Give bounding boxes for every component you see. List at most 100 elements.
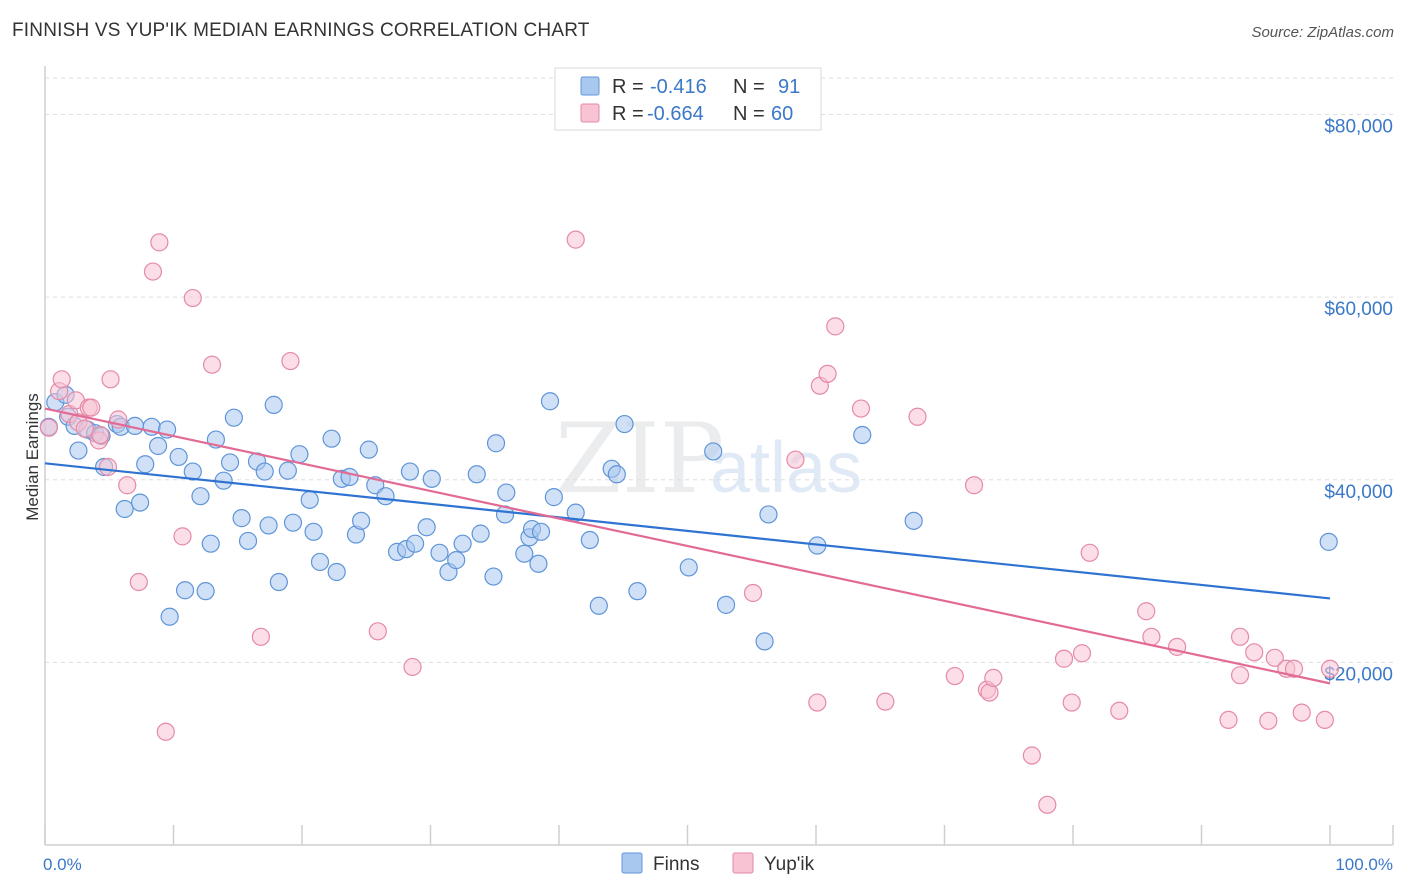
point-finns-49 bbox=[359, 440, 378, 459]
point-yupik-11 bbox=[98, 457, 118, 477]
point-finns-86 bbox=[759, 505, 778, 524]
point-yupik-0 bbox=[39, 418, 58, 437]
point-yupik-40 bbox=[984, 668, 1003, 688]
point-yupik-46 bbox=[1080, 543, 1099, 562]
point-finns-42 bbox=[310, 552, 330, 572]
point-finns-33 bbox=[255, 462, 274, 481]
point-finns-51 bbox=[376, 487, 395, 506]
x-tick-labels: 0.0% 100.0% bbox=[43, 855, 1393, 874]
legend-swatch-yupik bbox=[580, 103, 600, 123]
point-yupik-21 bbox=[202, 355, 222, 374]
point-finns-28 bbox=[220, 453, 240, 472]
point-yupik-60 bbox=[1315, 710, 1334, 730]
point-finns-22 bbox=[183, 462, 202, 481]
legend-n-value-yupik: 60 bbox=[771, 103, 793, 125]
point-yupik-14 bbox=[118, 476, 137, 495]
point-finns-44 bbox=[327, 562, 346, 582]
point-finns-67 bbox=[497, 483, 516, 502]
point-yupik-6 bbox=[75, 419, 94, 438]
point-yupik-10 bbox=[91, 425, 110, 445]
point-finns-83 bbox=[704, 442, 723, 461]
chart-title: FINNISH VS YUP'IK MEDIAN EARNINGS CORREL… bbox=[12, 20, 590, 41]
point-finns-24 bbox=[196, 582, 215, 601]
point-yupik-56 bbox=[1265, 648, 1284, 667]
point-finns-12 bbox=[115, 499, 134, 519]
bottom-legend-label-yupik: Yup'ik bbox=[764, 854, 815, 875]
point-finns-48 bbox=[352, 511, 371, 530]
point-yupik-29 bbox=[808, 693, 827, 712]
watermark-zip: ZIP bbox=[555, 403, 724, 515]
point-finns-71 bbox=[529, 554, 548, 573]
point-finns-17 bbox=[148, 436, 168, 456]
y-tick-labels: $20,000 $40,000 $60,000 $80,000 bbox=[1324, 117, 1393, 686]
legend-r-label-finns: R = bbox=[612, 76, 644, 98]
legend-n-label-yupik: N = bbox=[733, 103, 765, 125]
bottom-legend-label-finns: Finns bbox=[653, 854, 699, 875]
point-finns-55 bbox=[405, 534, 425, 553]
point-yupik-61 bbox=[1320, 659, 1340, 678]
point-finns-73 bbox=[540, 392, 560, 411]
point-yupik-52 bbox=[1230, 627, 1250, 646]
point-finns-15 bbox=[136, 455, 155, 474]
point-finns-72 bbox=[531, 522, 551, 541]
point-finns-41 bbox=[304, 522, 323, 541]
point-finns-46 bbox=[340, 467, 359, 487]
point-yupik-41 bbox=[1022, 746, 1041, 765]
point-finns-19 bbox=[160, 607, 179, 626]
point-finns-36 bbox=[269, 572, 288, 592]
point-yupik-37 bbox=[964, 476, 984, 495]
legend-r-value-finns: -0.416 bbox=[650, 76, 707, 98]
point-finns-60 bbox=[447, 551, 466, 570]
point-finns-35 bbox=[264, 395, 283, 414]
point-finns-81 bbox=[628, 582, 647, 601]
point-finns-57 bbox=[422, 469, 441, 488]
point-finns-39 bbox=[290, 445, 309, 464]
trend-line-finns bbox=[44, 462, 1331, 600]
axes bbox=[44, 66, 1394, 846]
y-tick-label-0: $20,000 bbox=[1324, 664, 1393, 685]
point-finns-90 bbox=[1319, 532, 1338, 551]
point-finns-25 bbox=[201, 534, 220, 553]
point-finns-80 bbox=[615, 414, 634, 434]
point-yupik-42 bbox=[1038, 795, 1057, 814]
y-tick-label-2: $60,000 bbox=[1324, 299, 1393, 320]
gridlines bbox=[45, 77, 1393, 663]
legend-n-label-finns: N = bbox=[733, 76, 765, 98]
point-yupik-15 bbox=[129, 572, 148, 592]
point-yupik-34 bbox=[876, 692, 895, 711]
trend-lines bbox=[44, 407, 1331, 685]
watermark: ZIP atlas bbox=[555, 403, 862, 515]
point-yupik-53 bbox=[1230, 666, 1250, 685]
correlation-legend: R = -0.416 N = 91 R = -0.664 N = 60 bbox=[554, 67, 822, 131]
point-finns-64 bbox=[484, 567, 503, 586]
point-finns-43 bbox=[322, 429, 341, 448]
point-yupik-25 bbox=[403, 657, 422, 677]
point-yupik-58 bbox=[1284, 659, 1304, 678]
point-finns-37 bbox=[278, 461, 297, 480]
point-finns-88 bbox=[853, 425, 872, 445]
legend-swatch-finns bbox=[580, 76, 600, 96]
point-finns-85 bbox=[755, 632, 774, 651]
series-finns bbox=[39, 385, 1338, 651]
bottom-legend-swatch-finns bbox=[621, 852, 643, 874]
point-yupik-16 bbox=[143, 262, 163, 281]
y-tick-label-3: $80,000 bbox=[1324, 117, 1393, 138]
legend-r-label-yupik: R = bbox=[612, 103, 644, 125]
point-yupik-2 bbox=[52, 370, 71, 389]
trend-line-yupik bbox=[44, 407, 1331, 685]
point-finns-5 bbox=[69, 441, 88, 460]
point-yupik-12 bbox=[101, 370, 120, 389]
point-yupik-55 bbox=[1259, 711, 1278, 730]
point-finns-89 bbox=[904, 511, 923, 530]
series-legend: Finns Yup'ik bbox=[621, 852, 815, 875]
point-finns-54 bbox=[400, 462, 420, 481]
y-axis-label: Median Earnings bbox=[23, 393, 42, 521]
point-finns-68 bbox=[515, 544, 534, 563]
point-yupik-36 bbox=[945, 666, 964, 686]
point-finns-77 bbox=[589, 596, 608, 615]
point-yupik-22 bbox=[251, 627, 270, 646]
point-yupik-51 bbox=[1219, 710, 1238, 730]
point-yupik-24 bbox=[368, 622, 387, 641]
point-finns-61 bbox=[453, 534, 472, 553]
legend-n-value-finns: 91 bbox=[778, 76, 800, 98]
